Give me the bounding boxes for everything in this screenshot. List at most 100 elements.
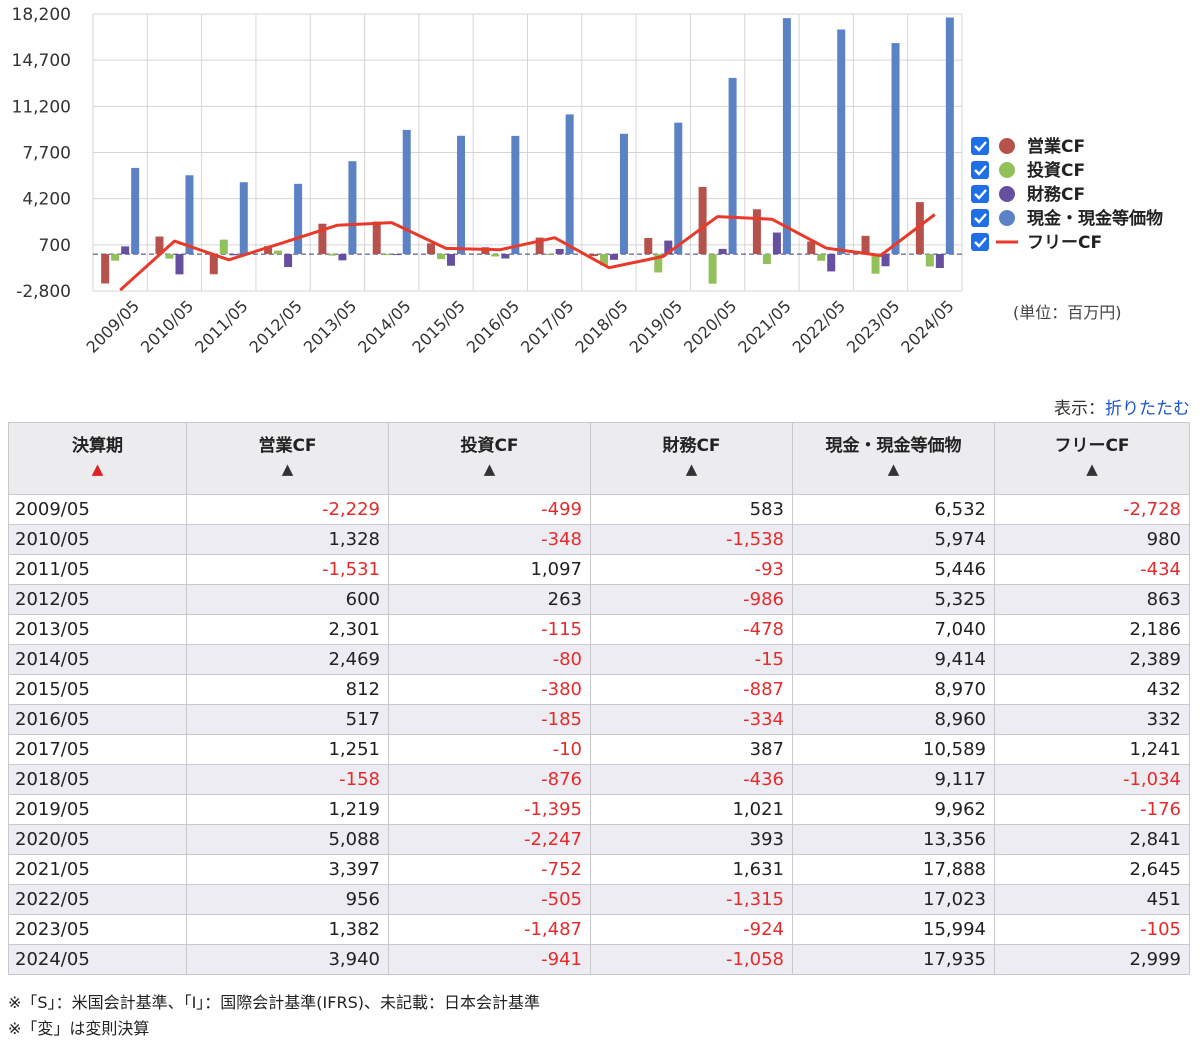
bar bbox=[219, 239, 228, 255]
value-cell: 5,974 bbox=[792, 524, 995, 555]
value-cell: -2,229 bbox=[186, 494, 389, 525]
table-body: 2009/05 -2,229 -499 583 6,532 -2,728 2010/05 1,… bbox=[8, 494, 1190, 975]
value-cell: 9,962 bbox=[792, 794, 995, 825]
table-row: 2018/05 -158 -876 -436 9,117 -1,034 bbox=[8, 764, 1190, 795]
bar bbox=[565, 114, 574, 255]
col-header-financing-cf[interactable]: 財務CF ▲ bbox=[590, 422, 793, 495]
footnote: ※「S」：米国会計基準、「I」：国際会計基準(IFRS)、未記載：日本会計基準 bbox=[8, 993, 540, 1012]
check-icon bbox=[974, 189, 987, 200]
bar bbox=[837, 29, 846, 255]
value-cell: -941 bbox=[388, 944, 591, 975]
bar bbox=[372, 221, 381, 255]
value-cell: -1,538 bbox=[590, 524, 793, 555]
bar bbox=[348, 161, 357, 255]
bar bbox=[545, 254, 554, 256]
sort-icon[interactable]: ▲ bbox=[281, 460, 294, 478]
bar bbox=[674, 122, 683, 255]
table-row: 2021/05 3,397 -752 1,631 17,888 2,645 bbox=[8, 854, 1190, 885]
value-cell: -334 bbox=[590, 704, 793, 735]
bar bbox=[698, 186, 707, 255]
legend-item[interactable]: 現金・現金等価物 bbox=[971, 208, 1163, 229]
bar bbox=[827, 254, 836, 272]
checkbox-icon bbox=[971, 233, 989, 251]
value-cell: 9,117 bbox=[792, 764, 995, 795]
table-row: 2023/05 1,382 -1,487 -924 15,994 -105 bbox=[8, 914, 1190, 945]
value-cell: -380 bbox=[388, 674, 591, 705]
legend-dot-swatch bbox=[999, 138, 1015, 154]
y-tick-label: -2,800 bbox=[16, 282, 71, 302]
bar bbox=[111, 254, 120, 261]
value-cell: -924 bbox=[590, 914, 793, 945]
bar bbox=[402, 129, 411, 255]
legend-item[interactable]: 投資CF bbox=[971, 160, 1085, 181]
bar bbox=[619, 133, 628, 255]
y-tick-label: 700 bbox=[39, 236, 71, 256]
value-cell: 8,960 bbox=[792, 704, 995, 735]
x-tick-label: 2021/05 bbox=[734, 296, 794, 356]
value-cell: 332 bbox=[994, 704, 1190, 735]
bar bbox=[501, 254, 510, 259]
bar bbox=[752, 209, 761, 255]
check-icon bbox=[974, 165, 987, 176]
legend-item[interactable]: フリーCF bbox=[971, 233, 1102, 253]
x-tick-label: 2024/05 bbox=[897, 296, 957, 356]
value-cell: 1,328 bbox=[186, 524, 389, 555]
value-cell: 6,532 bbox=[792, 494, 995, 525]
period-cell: 2009/05 bbox=[8, 494, 187, 525]
value-cell: 2,841 bbox=[994, 824, 1190, 855]
sort-icon[interactable]: ▲ bbox=[483, 460, 496, 478]
bar bbox=[318, 223, 327, 255]
col-header-operating-cf[interactable]: 営業CF ▲ bbox=[186, 422, 389, 495]
value-cell: 5,446 bbox=[792, 554, 995, 585]
legend-label: 営業CF bbox=[1027, 136, 1085, 157]
bar bbox=[708, 254, 717, 284]
bar bbox=[807, 241, 816, 255]
period-cell: 2014/05 bbox=[8, 644, 187, 675]
legend-dot-swatch bbox=[999, 186, 1015, 202]
x-tick-label: 2018/05 bbox=[571, 296, 631, 356]
value-cell: 17,888 bbox=[792, 854, 995, 885]
x-axis: 2009/052010/052011/052012/052013/052014/… bbox=[83, 296, 958, 356]
value-cell: 2,186 bbox=[994, 614, 1190, 645]
sort-icon[interactable]: ▲ bbox=[887, 460, 900, 478]
table-row: 2011/05 -1,531 1,097 -93 5,446 -434 bbox=[8, 554, 1190, 585]
period-cell: 2010/05 bbox=[8, 524, 187, 555]
col-header-period[interactable]: 決算期 ▲ bbox=[8, 422, 187, 495]
table-row: 2019/05 1,219 -1,395 1,021 9,962 -176 bbox=[8, 794, 1190, 825]
value-cell: 863 bbox=[994, 584, 1190, 615]
bar bbox=[535, 237, 544, 255]
x-tick-label: 2022/05 bbox=[789, 296, 849, 356]
value-cell: 17,935 bbox=[792, 944, 995, 975]
table-row: 2017/05 1,251 -10 387 10,589 1,241 bbox=[8, 734, 1190, 765]
sort-icon[interactable]: ▲ bbox=[685, 460, 698, 478]
bar bbox=[945, 17, 954, 255]
bar bbox=[511, 135, 520, 255]
legend-item[interactable]: 営業CF bbox=[971, 136, 1085, 157]
checkbox-icon bbox=[971, 185, 989, 203]
value-cell: 1,097 bbox=[388, 554, 591, 585]
bar bbox=[915, 202, 924, 255]
bar bbox=[165, 254, 174, 259]
x-tick-label: 2009/05 bbox=[83, 296, 143, 356]
x-tick-label: 2016/05 bbox=[463, 296, 523, 356]
collapse-link[interactable]: 折りたたむ bbox=[1105, 399, 1190, 419]
col-header-free-cf[interactable]: フリーCF ▲ bbox=[994, 422, 1190, 495]
sort-icon[interactable]: ▲ bbox=[1086, 460, 1098, 478]
value-cell: 387 bbox=[590, 734, 793, 765]
legend-item[interactable]: 財務CF bbox=[971, 184, 1085, 205]
checkbox-icon bbox=[971, 161, 989, 179]
value-cell: 432 bbox=[994, 674, 1190, 705]
bar bbox=[447, 254, 456, 266]
value-cell: 517 bbox=[186, 704, 389, 735]
value-cell: -93 bbox=[590, 554, 793, 585]
table-row: 2022/05 956 -505 -1,315 17,023 451 bbox=[8, 884, 1190, 915]
bar bbox=[229, 254, 238, 256]
x-tick-label: 2019/05 bbox=[626, 296, 686, 356]
col-header-cash[interactable]: 現金・現金等価物 ▲ bbox=[792, 422, 995, 495]
free-cf-line bbox=[119, 213, 936, 292]
bar bbox=[437, 254, 446, 260]
col-header-investing-cf[interactable]: 投資CF ▲ bbox=[388, 422, 591, 495]
sort-asc-icon[interactable]: ▲ bbox=[91, 460, 104, 478]
bar bbox=[935, 254, 944, 269]
x-tick-label: 2013/05 bbox=[300, 296, 360, 356]
